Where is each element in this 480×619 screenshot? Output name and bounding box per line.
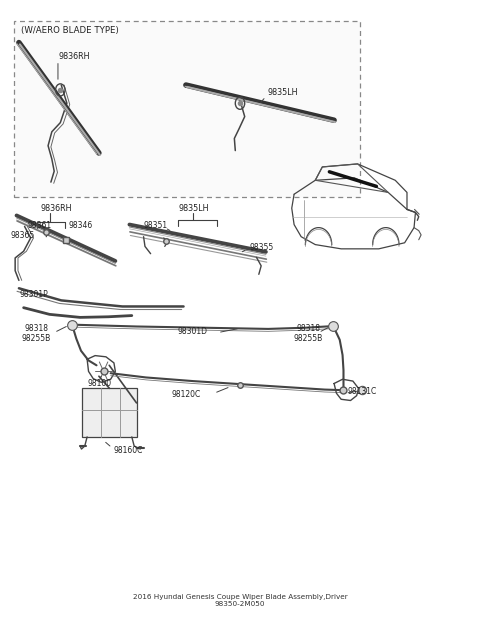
Text: 98255B: 98255B bbox=[22, 334, 51, 343]
Text: 98160C: 98160C bbox=[114, 446, 144, 455]
Text: 98100: 98100 bbox=[87, 379, 111, 388]
Text: 98301D: 98301D bbox=[178, 327, 208, 337]
Text: 98255B: 98255B bbox=[294, 334, 323, 343]
Bar bbox=[83, 388, 136, 437]
Text: 9836RH: 9836RH bbox=[40, 204, 72, 214]
Text: 98346: 98346 bbox=[68, 221, 93, 230]
Text: 98365: 98365 bbox=[11, 231, 35, 240]
Text: 98318: 98318 bbox=[24, 324, 48, 334]
Text: 2016 Hyundai Genesis Coupe Wiper Blade Assembly,Driver
98350-2M050: 2016 Hyundai Genesis Coupe Wiper Blade A… bbox=[132, 594, 348, 607]
Text: 98318: 98318 bbox=[297, 324, 321, 334]
Text: 98351: 98351 bbox=[144, 221, 168, 230]
Text: 98131C: 98131C bbox=[347, 387, 376, 396]
Text: 9835LH: 9835LH bbox=[179, 204, 209, 214]
Text: 9835LH: 9835LH bbox=[267, 88, 298, 97]
Text: 9836RH: 9836RH bbox=[59, 52, 90, 61]
Bar bbox=[14, 22, 360, 197]
Text: 98301P: 98301P bbox=[20, 290, 48, 300]
Text: 98361: 98361 bbox=[27, 221, 51, 230]
Text: 98355: 98355 bbox=[250, 243, 274, 252]
Text: (W/AERO BLADE TYPE): (W/AERO BLADE TYPE) bbox=[21, 26, 119, 35]
Text: 98120C: 98120C bbox=[172, 390, 201, 399]
